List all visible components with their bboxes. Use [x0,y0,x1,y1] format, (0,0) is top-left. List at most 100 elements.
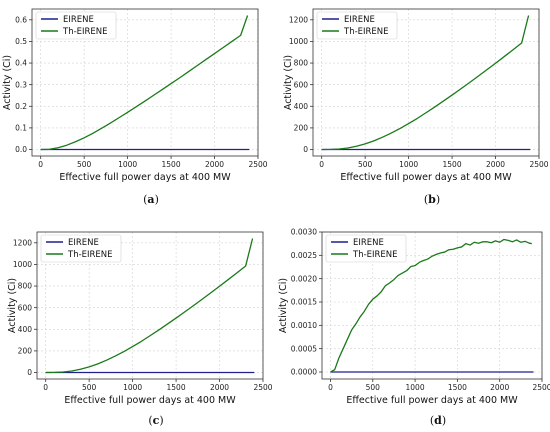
y-axis-label: Activity (Ci) [283,55,294,110]
x-tick-label: 500 [82,383,97,392]
x-tick-label: 2500 [529,160,548,169]
caption-letter: b [428,193,436,206]
caption-open-paren: ( [430,414,434,427]
legend: EIRENE Th-EIRENE [35,11,117,40]
x-tick-label: 1500 [162,160,181,169]
x-tick-label: 1500 [448,383,467,392]
legend: EIRENE Th-EIRENE [40,234,122,263]
y-tick-label: 0.2 [15,102,27,111]
caption-close-paren: ) [155,193,159,206]
x-tick-label: 2000 [486,160,505,169]
x-tick-label: 2000 [490,383,509,392]
panel-caption: (d) [430,414,446,427]
plot-frame [31,8,259,157]
x-tick-label: 2000 [210,383,229,392]
y-tick-label: 200 [18,346,33,355]
legend-label: EIRENE [68,238,99,248]
x-tick-label: 0 [43,383,48,392]
y-tick-label: 0.0030 [291,228,317,237]
y-tick-label: 1200 [13,238,32,247]
caption-open-paren: ( [143,193,147,206]
x-axis-label: Effective full power days at 400 MW [346,395,518,406]
x-axis-label: Effective full power days at 400 MW [340,172,512,183]
y-tick-label: 0.3 [15,80,27,89]
panel-caption: (a) [143,193,159,206]
chart-panel-d: 0 500 1000 1500 2000 2500 0.0000 0.0005 0.0010 0.… [278,228,550,427]
y-tick-label: 0.5 [15,37,27,46]
x-tick-label: 1000 [399,160,418,169]
series-line-th-eirene [330,238,532,373]
y-tick-label: 0 [303,145,308,154]
legend-label: Th-EIRENE [343,27,389,37]
caption-close-paren: ) [442,414,446,427]
series-line-th-eirene [45,238,254,374]
plot-frame [321,231,543,380]
y-tick-label: 0.0015 [291,298,317,307]
x-tick-label: 0 [328,383,333,392]
y-tick-label: 200 [294,123,309,132]
x-tick-label: 500 [358,160,373,169]
y-axis-label: Activity (Ci) [2,55,13,110]
series-line-th-eirene [321,15,530,151]
y-tick-label: 0.0025 [291,251,317,260]
y-tick-label: 0 [27,368,32,377]
x-axis-label: Effective full power days at 400 MW [64,395,236,406]
x-tick-label: 2500 [253,383,272,392]
y-tick-label: 0.6 [15,15,27,24]
caption-letter: d [434,414,442,427]
y-axis-label: Activity (Ci) [278,278,289,333]
plot-frame [312,8,540,157]
panel-caption: (b) [424,193,440,206]
legend-label: EIRENE [353,238,384,248]
legend-label: EIRENE [344,15,375,25]
y-tick-label: 0.0 [15,145,27,154]
legend-label: Th-EIRENE [352,250,398,260]
x-tick-label: 2500 [532,383,550,392]
x-tick-label: 2000 [205,160,224,169]
x-axis-label: Effective full power days at 400 MW [59,172,231,183]
y-tick-label: 0.0020 [291,274,317,283]
y-tick-label: 800 [294,59,309,68]
plot-frame [36,231,264,380]
y-tick-label: 0.0000 [291,368,317,377]
x-tick-label: 1000 [123,383,142,392]
x-tick-label: 1500 [443,160,462,169]
caption-close-paren: ) [159,414,163,427]
y-tick-label: 1000 [289,37,308,46]
caption-letter: c [153,414,160,427]
y-tick-label: 0.0010 [291,321,317,330]
x-tick-label: 1000 [118,160,137,169]
y-tick-label: 600 [18,303,33,312]
caption-open-paren: ( [424,193,428,206]
legend-label: Th-EIRENE [62,27,108,37]
y-tick-label: 1000 [13,260,32,269]
y-tick-label: 1200 [289,15,308,24]
x-tick-label: 500 [366,383,381,392]
y-tick-label: 400 [18,325,33,334]
y-axis-label: Activity (Ci) [7,278,18,333]
x-tick-label: 1000 [406,383,425,392]
legend: EIRENE Th-EIRENE [325,234,407,263]
x-tick-label: 500 [77,160,92,169]
panel-caption: (c) [148,414,163,427]
y-tick-label: 800 [18,282,33,291]
chart-panel-c: 0 500 1000 1500 2000 2500 0 200 400 600 800 1000 120… [7,231,273,427]
series-line-th-eirene [40,15,249,151]
caption-close-paren: ) [436,193,440,206]
y-tick-label: 600 [294,80,309,89]
legend-label: EIRENE [63,15,94,25]
x-tick-label: 0 [38,160,43,169]
x-tick-label: 0 [319,160,324,169]
y-tick-label: 400 [294,102,309,111]
legend: EIRENE Th-EIRENE [316,11,398,40]
chart-panel-b: 0 500 1000 1500 2000 2500 0 200 400 600 800 1000 120… [283,8,549,206]
chart-panel-a: 0 500 1000 1500 2000 2500 0.0 0.1 0.2 0.3 0.4 0.5 0.… [2,8,268,206]
legend-label: Th-EIRENE [67,250,113,260]
caption-letter: a [147,193,154,206]
x-tick-label: 2500 [248,160,267,169]
x-tick-label: 1500 [167,383,186,392]
caption-open-paren: ( [148,414,152,427]
y-tick-label: 0.0005 [291,344,317,353]
y-tick-label: 0.1 [15,123,27,132]
